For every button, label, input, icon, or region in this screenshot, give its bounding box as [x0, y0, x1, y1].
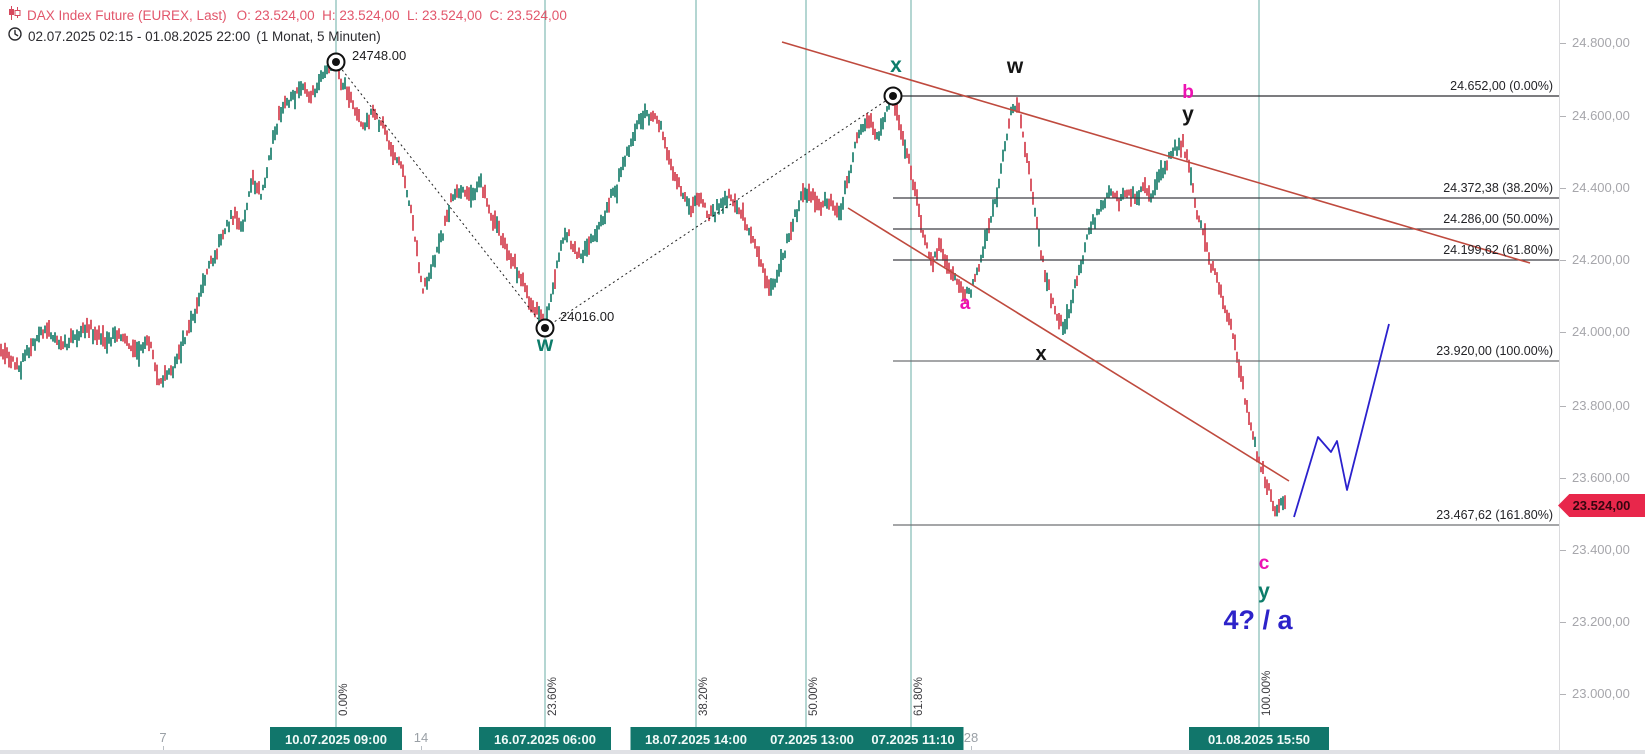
price-axis-label: 23.400,00 [1572, 542, 1630, 557]
price-axis-tick [1560, 43, 1566, 44]
fib-time-label[interactable]: 61.80% [913, 676, 925, 716]
fib-level-label[interactable]: 24.372,38 (38.20%) [1443, 181, 1553, 195]
wave-annotation[interactable]: b [1182, 82, 1194, 103]
last-price-tag[interactable]: 23.524,00 [1558, 494, 1645, 517]
pivot-circle-dot [889, 92, 897, 100]
price-axis-tick [1560, 550, 1566, 551]
wave-annotation[interactable]: 24016.00 [560, 309, 615, 324]
time-axis-label: 7 [159, 730, 167, 745]
date-range-text: 02.07.2025 02:15 - 01.08.2025 22:00 [28, 28, 251, 44]
price-axis-label: 23.600,00 [1572, 470, 1630, 485]
fib-time-label[interactable]: 23.60% [547, 676, 559, 716]
price-axis-label: 24.800,00 [1572, 35, 1630, 50]
trendline[interactable] [847, 207, 1290, 482]
interval-text: (1 Monat, 5 Minuten) [256, 28, 381, 44]
chart-legend: DAX Index Future (EUREX, Last) O: 23.524,… [8, 6, 567, 46]
price-axis-tick [1560, 694, 1566, 695]
fib-time-label[interactable]: 50.00% [808, 676, 820, 716]
price-axis-label: 24.200,00 [1572, 252, 1630, 267]
price-axis-tick [1560, 188, 1566, 189]
time-axis-label: 14 [413, 730, 429, 745]
price-axis-label: 23.000,00 [1572, 686, 1630, 701]
clock-icon [8, 27, 22, 46]
price-axis-label: 23.200,00 [1572, 614, 1630, 629]
fib-date-box[interactable]: 07.2025 11:10 [862, 727, 964, 751]
price-axis-separator [1559, 0, 1560, 750]
price-axis-tick [1560, 116, 1566, 117]
price-axis-tick [1560, 332, 1566, 333]
wave-annotation[interactable]: y [1182, 103, 1194, 126]
pivot-circle-dot [541, 324, 549, 332]
price-axis-label: 23.800,00 [1572, 398, 1630, 413]
wave-annotation[interactable]: a [959, 293, 971, 314]
candles-down [0, 56, 1286, 517]
price-axis-tick [1560, 406, 1566, 407]
candles-up [18, 58, 1284, 517]
wave-annotation[interactable]: 4? / a [1223, 605, 1293, 635]
price-axis-label: 24.000,00 [1572, 324, 1630, 339]
date-range-legend: 02.07.2025 02:15 - 01.08.2025 22:00 (1 Mo… [8, 27, 567, 46]
price-axis-tick [1560, 622, 1566, 623]
pivot-circle-dot [332, 58, 340, 66]
projection-zigzag[interactable] [1293, 323, 1390, 518]
fib-time-label[interactable]: 38.20% [698, 676, 710, 716]
price-axis-label: 24.400,00 [1572, 180, 1630, 195]
price-axis-tick [1560, 478, 1566, 479]
fib-level-label[interactable]: 24.199,62 (61.80%) [1443, 243, 1553, 257]
fib-level-label[interactable]: 24.286,00 (50.00%) [1443, 212, 1553, 226]
price-axis-tick [1560, 260, 1566, 261]
wave-annotation[interactable]: w [536, 333, 554, 356]
instrument-legend[interactable]: DAX Index Future (EUREX, Last) O: 23.524,… [8, 6, 567, 25]
fib-time-label[interactable]: 100.00% [1261, 670, 1273, 716]
fib-date-box[interactable]: 16.07.2025 06:00 [479, 727, 611, 751]
fib-level-label[interactable]: 23.467,62 (161.80%) [1436, 508, 1553, 522]
instrument-name: DAX Index Future (EUREX, Last) [27, 7, 227, 23]
fib-level-label[interactable]: 24.652,00 (0.00%) [1450, 79, 1553, 93]
time-axis-tick [163, 746, 164, 751]
wave-annotation[interactable]: 24748.00 [352, 48, 407, 63]
wave-annotation[interactable]: w [1006, 55, 1024, 78]
price-axis-label: 24.600,00 [1572, 108, 1630, 123]
time-axis-label: 28 [963, 730, 979, 745]
wave-annotation[interactable]: y [1258, 580, 1270, 603]
time-axis-tick [971, 746, 972, 751]
wave-annotation[interactable]: c [1258, 553, 1270, 574]
fib-level-label[interactable]: 23.920,00 (100.00%) [1436, 344, 1553, 358]
ohlc-values: O: 23.524,00 H: 23.524,00 L: 23.524,00 C… [236, 7, 567, 23]
fib-date-box[interactable]: 10.07.2025 09:00 [270, 727, 402, 751]
trendline[interactable] [781, 41, 1531, 264]
time-axis-tick [421, 746, 422, 751]
fib-time-label[interactable]: 0.00% [338, 683, 350, 716]
fib-date-box[interactable]: 07.2025 13:00 [761, 727, 863, 751]
wave-annotation[interactable]: x [890, 54, 902, 77]
bottom-scrollbar[interactable] [0, 750, 1645, 754]
candlestick-icon [8, 6, 21, 25]
fib-date-box[interactable]: 01.08.2025 15:50 [1189, 727, 1329, 751]
wave-annotation[interactable]: x [1035, 343, 1047, 365]
fib-date-box[interactable]: 18.07.2025 14:00 [630, 727, 762, 751]
